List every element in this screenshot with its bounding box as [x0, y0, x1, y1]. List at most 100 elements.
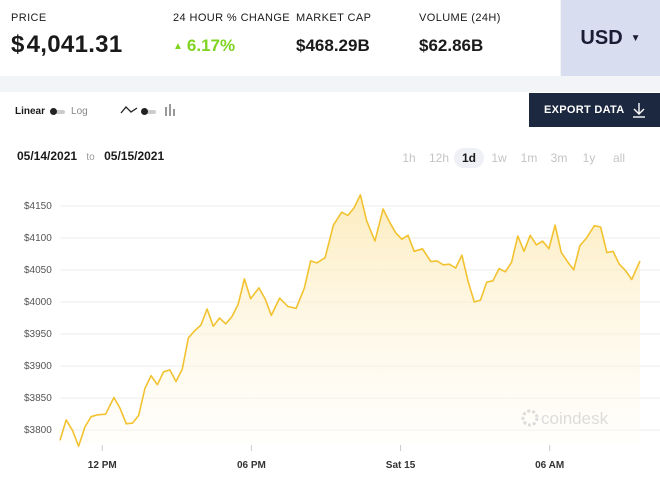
date-to[interactable]: 05/15/2021	[104, 149, 165, 163]
data-point[interactable]	[605, 251, 608, 254]
data-point[interactable]	[237, 303, 240, 306]
data-point[interactable]	[572, 268, 575, 271]
data-point[interactable]	[309, 259, 312, 262]
range-tab-1m[interactable]: 1m	[520, 151, 538, 165]
data-point[interactable]	[324, 256, 327, 259]
export-data-button[interactable]: EXPORT DATA	[529, 93, 660, 127]
data-point[interactable]	[498, 267, 501, 270]
data-point[interactable]	[119, 407, 122, 410]
data-point[interactable]	[137, 414, 140, 417]
data-point[interactable]	[230, 315, 233, 318]
linear-label[interactable]: Linear	[15, 106, 46, 117]
data-point[interactable]	[535, 243, 538, 246]
data-point[interactable]	[429, 260, 432, 263]
data-point[interactable]	[467, 280, 470, 283]
data-point[interactable]	[295, 307, 298, 310]
data-point[interactable]	[560, 251, 563, 254]
data-point[interactable]	[206, 308, 209, 311]
range-tab-1w[interactable]: 1w	[491, 151, 507, 165]
data-point[interactable]	[618, 263, 621, 266]
data-point[interactable]	[162, 370, 165, 373]
data-point[interactable]	[365, 219, 368, 222]
data-point[interactable]	[131, 422, 134, 425]
data-point[interactable]	[243, 277, 246, 280]
range-tab-all[interactable]: all	[612, 151, 625, 165]
data-point[interactable]	[175, 380, 178, 383]
data-point[interactable]	[340, 211, 343, 214]
data-point[interactable]	[96, 413, 99, 416]
data-point[interactable]	[421, 247, 424, 250]
data-point[interactable]	[479, 299, 482, 302]
data-point[interactable]	[150, 374, 153, 377]
currency-selector[interactable]: USD ▼	[561, 0, 660, 76]
data-point[interactable]	[270, 314, 273, 317]
data-point[interactable]	[332, 224, 335, 227]
data-point[interactable]	[639, 259, 642, 262]
data-point[interactable]	[394, 231, 397, 234]
data-point[interactable]	[460, 254, 463, 257]
data-point[interactable]	[125, 422, 128, 425]
data-point[interactable]	[257, 286, 260, 289]
data-point[interactable]	[612, 250, 615, 253]
data-point[interactable]	[442, 263, 445, 266]
data-point[interactable]	[593, 224, 596, 227]
range-tab-12h[interactable]: 12h	[428, 151, 450, 165]
data-point[interactable]	[504, 270, 507, 273]
data-point[interactable]	[448, 263, 451, 266]
range-tab-1h[interactable]: 1h	[402, 151, 416, 165]
data-point[interactable]	[218, 317, 221, 320]
data-point[interactable]	[278, 297, 281, 300]
data-point[interactable]	[359, 193, 362, 196]
data-point[interactable]	[541, 240, 544, 243]
data-point[interactable]	[90, 415, 93, 418]
data-point[interactable]	[346, 214, 349, 217]
data-point[interactable]	[599, 226, 602, 229]
data-point[interactable]	[585, 237, 588, 240]
data-point[interactable]	[400, 238, 403, 241]
data-point[interactable]	[624, 269, 627, 272]
data-point[interactable]	[112, 396, 115, 399]
data-point[interactable]	[249, 297, 252, 300]
data-point[interactable]	[286, 305, 289, 308]
data-point[interactable]	[212, 325, 215, 328]
range-tab-1d[interactable]: 1d	[454, 148, 484, 168]
data-point[interactable]	[264, 297, 267, 300]
data-point[interactable]	[529, 234, 532, 237]
data-point[interactable]	[566, 260, 569, 263]
data-point[interactable]	[187, 336, 190, 339]
data-point[interactable]	[65, 418, 68, 421]
data-point[interactable]	[578, 244, 581, 247]
data-point[interactable]	[224, 322, 227, 325]
data-point[interactable]	[77, 445, 80, 448]
data-point[interactable]	[193, 329, 196, 332]
data-point[interactable]	[516, 234, 519, 237]
data-point[interactable]	[523, 250, 526, 253]
range-tab-1y[interactable]: 1y	[582, 151, 596, 165]
data-point[interactable]	[303, 286, 306, 289]
range-tab-3m[interactable]: 3m	[550, 151, 568, 165]
data-point[interactable]	[491, 279, 494, 282]
data-point[interactable]	[454, 267, 457, 270]
data-point[interactable]	[630, 278, 633, 281]
data-point[interactable]	[485, 281, 488, 284]
data-point[interactable]	[436, 259, 439, 262]
bar-chart-icon[interactable]	[164, 104, 176, 119]
data-point[interactable]	[59, 439, 62, 442]
data-point[interactable]	[510, 261, 513, 264]
data-point[interactable]	[413, 250, 416, 253]
data-point[interactable]	[547, 247, 550, 250]
data-point[interactable]	[143, 387, 146, 390]
log-label[interactable]: Log	[71, 106, 88, 117]
data-point[interactable]	[473, 301, 476, 304]
data-point[interactable]	[407, 234, 410, 237]
data-point[interactable]	[156, 383, 159, 386]
data-point[interactable]	[181, 368, 184, 371]
data-point[interactable]	[373, 240, 376, 243]
data-point[interactable]	[104, 413, 107, 416]
data-point[interactable]	[388, 220, 391, 223]
data-point[interactable]	[83, 426, 86, 429]
scale-toggle[interactable]	[50, 107, 66, 115]
data-point[interactable]	[315, 261, 318, 264]
data-point[interactable]	[554, 224, 557, 227]
date-from[interactable]: 05/14/2021	[17, 149, 78, 163]
